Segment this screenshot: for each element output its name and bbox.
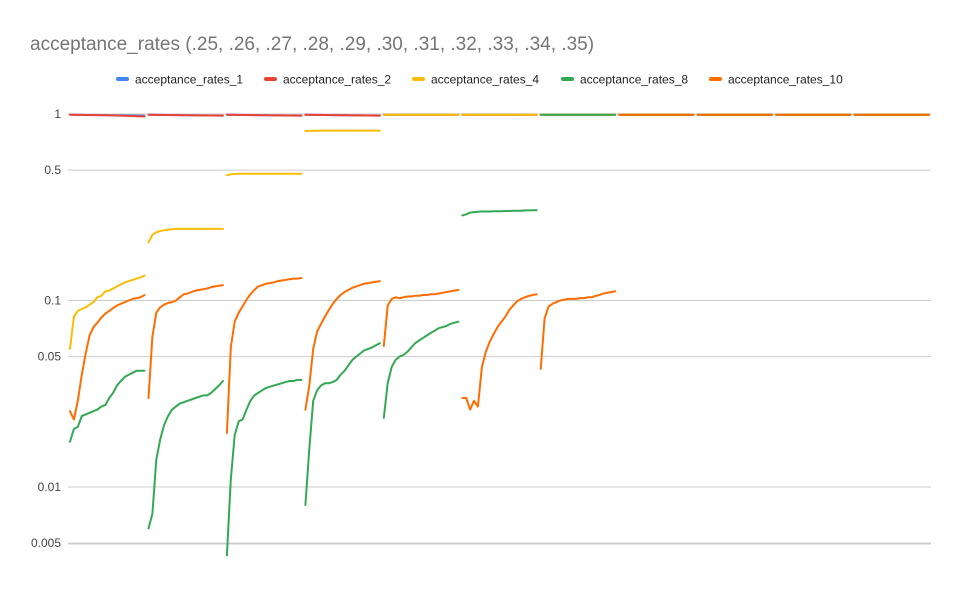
legend-label: acceptance_rates_4 bbox=[431, 73, 539, 87]
series-line-segment-0.28 bbox=[304, 113, 381, 117]
legend-swatch bbox=[264, 77, 277, 81]
gridlines bbox=[68, 113, 931, 545]
series-line-segment-0.25 bbox=[69, 294, 146, 421]
legend-item-acceptance_rates_10[interactable]: acceptance_rates_10 bbox=[709, 73, 843, 87]
legend-item-acceptance_rates_2[interactable]: acceptance_rates_2 bbox=[264, 73, 391, 87]
series-line-segment-0.29 bbox=[382, 288, 460, 347]
legend-label: acceptance_rates_2 bbox=[283, 73, 391, 87]
series-line-segment-0.30 bbox=[461, 209, 538, 217]
y-tick-label: 0.5 bbox=[44, 163, 61, 177]
series-line-segment-0.26 bbox=[147, 113, 224, 117]
y-tick-label: 1 bbox=[54, 107, 61, 121]
series-line-segment-0.26 bbox=[147, 284, 224, 399]
series-line-segment-0.26 bbox=[147, 380, 224, 530]
series-line-segment-0.30 bbox=[461, 293, 538, 411]
series-line-segment-0.29 bbox=[382, 320, 460, 419]
legend-swatch bbox=[561, 77, 574, 81]
y-tick-label: 0.1 bbox=[44, 294, 61, 308]
series-acceptance_rates_4 bbox=[69, 113, 930, 350]
y-tick-label: 0.01 bbox=[38, 480, 62, 494]
legend-item-acceptance_rates_4[interactable]: acceptance_rates_4 bbox=[412, 73, 539, 87]
legend-item-acceptance_rates_8[interactable]: acceptance_rates_8 bbox=[561, 73, 688, 87]
legend-label: acceptance_rates_10 bbox=[728, 73, 843, 87]
series-acceptance_rates_10 bbox=[69, 113, 930, 434]
legend-label: acceptance_rates_1 bbox=[135, 73, 243, 87]
chart-title: acceptance_rates (.25, .26, .27, .28, .2… bbox=[30, 34, 594, 55]
y-tick-label: 0.05 bbox=[38, 350, 62, 364]
series-line-segment-0.27 bbox=[225, 113, 303, 117]
y-axis-ticks: 1 0.5 0.1 0.05 0.01 0.005 bbox=[31, 107, 61, 550]
series-line-segment-0.28 bbox=[304, 280, 381, 411]
series-line-segment-0.25 bbox=[69, 113, 146, 118]
legend-swatch bbox=[412, 77, 425, 81]
legend-label: acceptance_rates_8 bbox=[580, 73, 688, 87]
series-line-segment-0.27 bbox=[225, 378, 303, 557]
legend-swatch bbox=[709, 77, 722, 81]
legend-swatch bbox=[116, 77, 129, 81]
series-line-segment-0.27 bbox=[225, 172, 303, 177]
series-line-segment-0.25 bbox=[69, 274, 146, 350]
series-line-segment-0.31 bbox=[539, 290, 617, 370]
legend: acceptance_rates_1 acceptance_rates_2 acce… bbox=[116, 73, 843, 87]
series-acceptance_rates_8 bbox=[69, 113, 930, 557]
plot-area bbox=[69, 113, 930, 557]
series-line-segment-0.26 bbox=[147, 227, 224, 244]
series-line-segment-0.27 bbox=[225, 277, 303, 434]
series-line-segment-0.28 bbox=[304, 342, 381, 507]
series-line-segment-0.28 bbox=[304, 129, 381, 133]
legend-item-acceptance_rates_1[interactable]: acceptance_rates_1 bbox=[116, 73, 243, 87]
series-line-segment-0.25 bbox=[69, 369, 146, 443]
y-tick-label: 0.005 bbox=[31, 536, 61, 550]
